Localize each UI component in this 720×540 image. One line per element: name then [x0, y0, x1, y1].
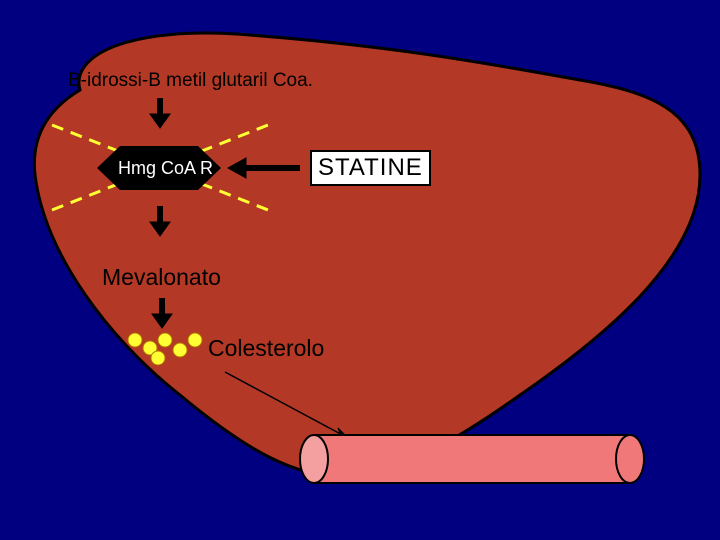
label-enzyme: Hmg CoA R	[118, 158, 213, 179]
statine-box: STATINE	[310, 150, 431, 186]
blood-vessel	[300, 435, 644, 483]
liver-shape	[34, 33, 700, 476]
label-colesterolo: Colesterolo	[208, 335, 324, 362]
label-statine: STATINE	[318, 154, 423, 181]
label-substrate: B-idrossi-B metil glutaril Coa.	[68, 70, 313, 92]
label-mevalonato: Mevalonato	[102, 264, 221, 291]
diagram-stage: B-idrossi-B metil glutaril Coa. Hmg CoA …	[0, 0, 720, 540]
